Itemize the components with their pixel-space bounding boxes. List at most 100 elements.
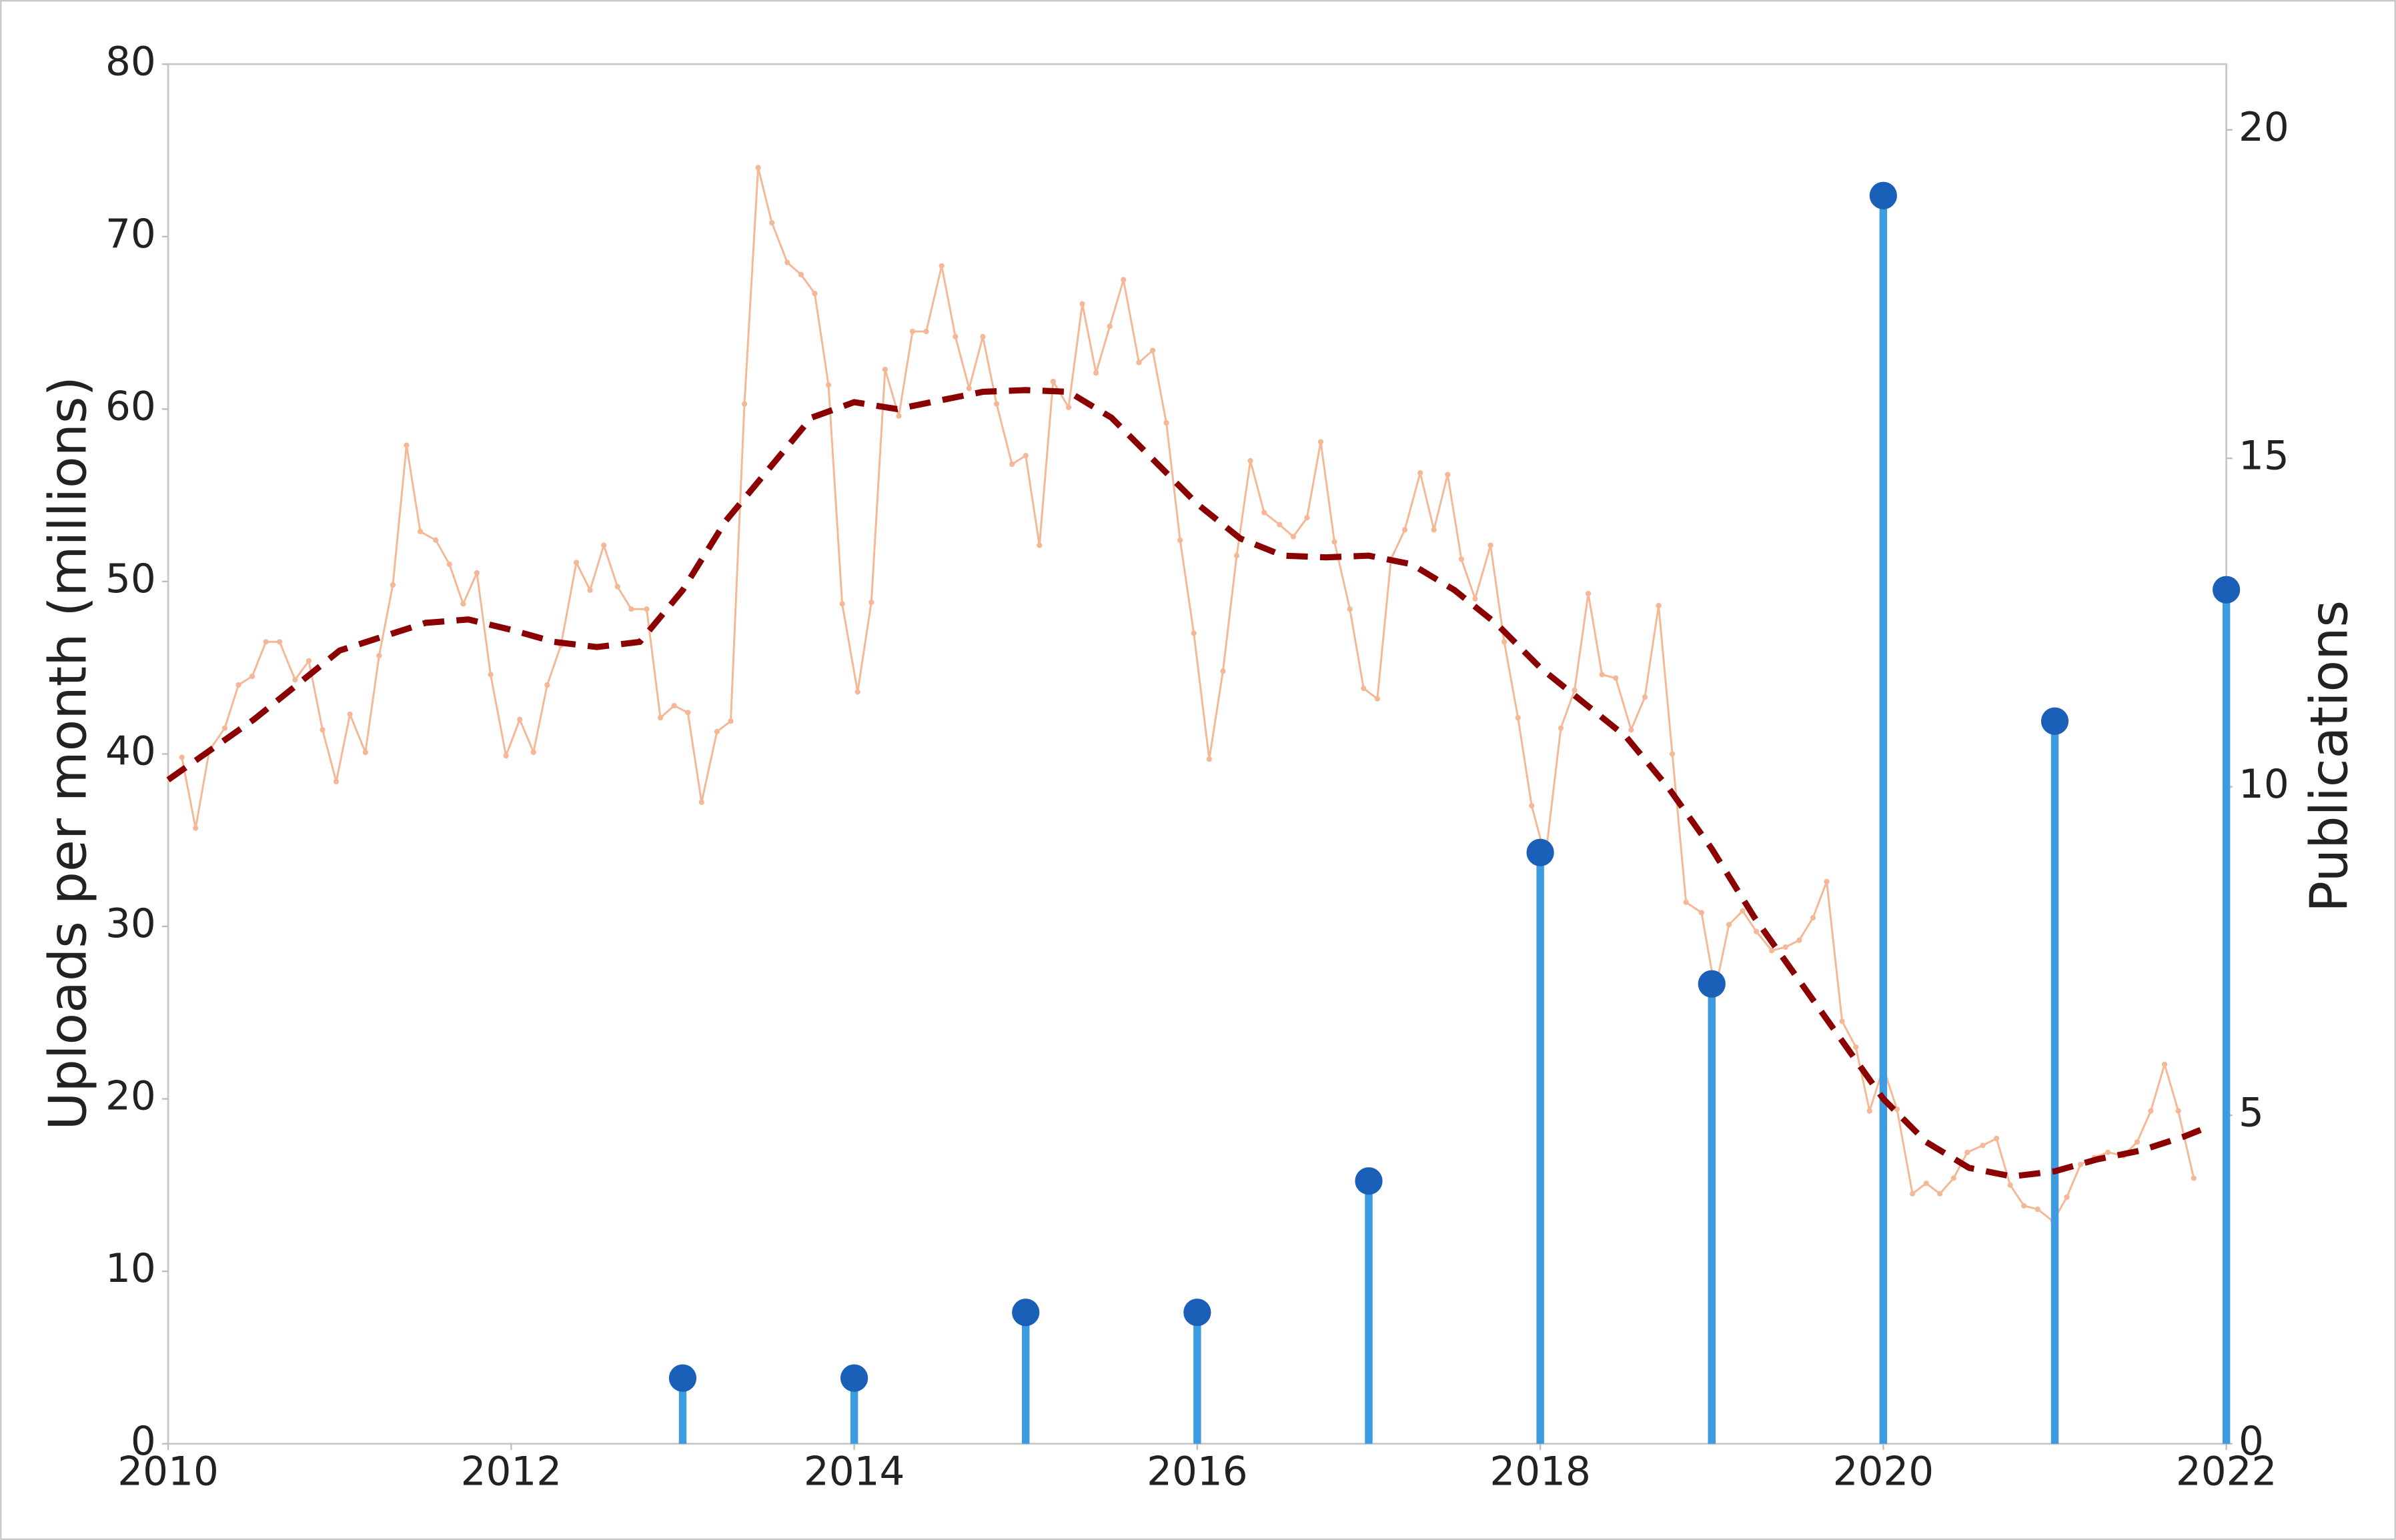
data-point: [601, 542, 607, 548]
x-tick-label: 2018: [1489, 1449, 1591, 1495]
data-point: [488, 672, 494, 678]
data-point: [235, 682, 241, 688]
data-point: [544, 682, 550, 688]
x-tick-label: 2016: [1147, 1449, 1248, 1495]
data-point: [587, 587, 593, 593]
data-point: [1079, 301, 1085, 307]
data-point: [1163, 420, 1169, 426]
y-tick-label: 10: [105, 1246, 156, 1292]
data-point: [1866, 1108, 1872, 1114]
data-point: [1796, 937, 1802, 943]
x-tick-label: 2020: [1833, 1449, 1934, 1495]
data-point: [1331, 539, 1337, 545]
data-point: [854, 689, 860, 695]
data-point: [1206, 756, 1212, 762]
data-point: [1628, 727, 1634, 733]
data-point: [1669, 751, 1676, 757]
data-point: [1458, 556, 1464, 562]
data-point: [376, 652, 382, 659]
data-point: [1937, 1191, 1943, 1197]
data-point: [923, 328, 929, 335]
y-tick-label: 70: [105, 211, 156, 257]
data-point: [1177, 537, 1183, 543]
data-point: [1740, 908, 1746, 914]
y2-tick-label: 15: [2239, 433, 2289, 479]
data-point: [1824, 878, 1830, 884]
data-point: [1642, 694, 1648, 700]
data-point: [390, 582, 396, 588]
data-point: [798, 271, 804, 277]
data-point: [1683, 899, 1689, 905]
data-point: [1487, 542, 1493, 548]
data-point: [1290, 534, 1296, 540]
data-point: [1121, 277, 1127, 283]
y-tick-label: 30: [105, 901, 156, 947]
data-point: [698, 799, 704, 805]
y-tick-label: 60: [105, 383, 156, 430]
data-point: [1782, 944, 1788, 950]
data-point: [1769, 948, 1775, 954]
data-point: [2148, 1108, 2154, 1114]
data-point: [1698, 910, 1704, 916]
data-point: [333, 778, 340, 784]
data-point: [784, 259, 790, 265]
data-point: [868, 599, 874, 606]
x-tick-label: 2022: [2176, 1449, 2277, 1495]
data-point: [573, 560, 580, 566]
data-point: [993, 401, 1000, 407]
stem-marker: [840, 1364, 868, 1392]
stem-marker: [668, 1364, 697, 1392]
data-point: [1191, 630, 1197, 636]
data-point: [417, 528, 424, 535]
data-point: [320, 727, 326, 733]
data-point: [446, 561, 452, 568]
y-tick-label: 40: [105, 729, 156, 775]
data-point: [714, 728, 720, 734]
y2-tick-label: 20: [2239, 105, 2289, 151]
data-point: [306, 658, 312, 664]
data-point: [2021, 1203, 2027, 1209]
y2-tick-label: 0: [2239, 1419, 2264, 1465]
data-point: [1247, 458, 1253, 464]
data-point: [1599, 672, 1605, 678]
data-point: [812, 290, 818, 297]
data-point: [1529, 802, 1535, 809]
data-line: [181, 167, 2195, 1223]
data-point: [503, 752, 509, 759]
y2-tick-label: 5: [2239, 1090, 2264, 1136]
data-point: [1317, 439, 1324, 445]
data-point: [769, 219, 775, 226]
data-point: [1445, 472, 1451, 478]
data-point: [1374, 696, 1380, 702]
data-point: [1964, 1149, 1970, 1155]
data-point: [939, 263, 945, 269]
data-point: [1993, 1135, 2000, 1142]
data-point: [404, 442, 410, 448]
data-point: [193, 825, 199, 831]
data-point: [2175, 1108, 2181, 1114]
data-point: [474, 570, 480, 576]
data-point: [628, 606, 634, 612]
data-point: [433, 537, 439, 543]
data-point: [839, 601, 845, 607]
data-point: [1515, 715, 1521, 721]
data-point: [179, 754, 185, 760]
data-point: [1361, 686, 1367, 692]
data-point: [741, 401, 748, 407]
data-point: [1923, 1181, 1929, 1187]
data-point: [263, 639, 269, 645]
data-point: [2191, 1175, 2197, 1181]
y-tick-label: 80: [105, 39, 156, 85]
data-point: [1023, 453, 1029, 459]
stem-marker: [1012, 1299, 1040, 1327]
data-point: [755, 165, 761, 171]
y-tick-label: 50: [105, 556, 156, 602]
data-point: [292, 677, 298, 683]
data-point: [517, 716, 523, 722]
data-point: [896, 413, 902, 419]
data-point: [1980, 1142, 1986, 1148]
data-point: [1107, 323, 1113, 329]
data-point: [1853, 1044, 1859, 1050]
